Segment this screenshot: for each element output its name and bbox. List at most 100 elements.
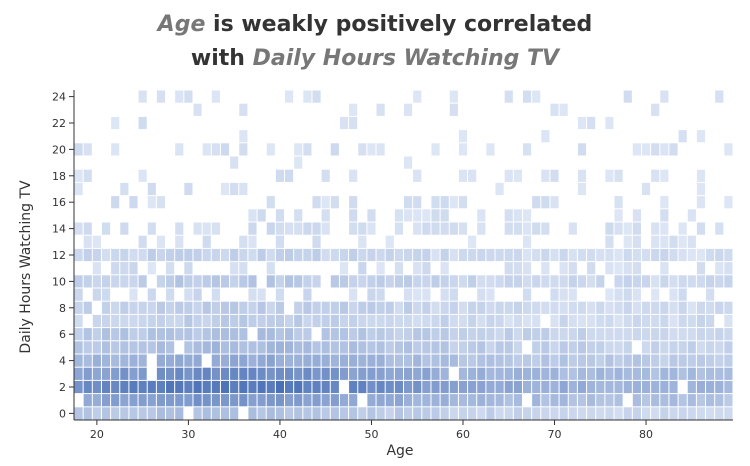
heatmap-cell <box>513 394 522 407</box>
heatmap-cell <box>577 169 587 182</box>
heatmap-cell <box>504 169 513 182</box>
heatmap-cell <box>321 380 330 394</box>
heatmap-cell <box>504 262 513 275</box>
heatmap-cell <box>202 301 211 314</box>
heatmap-cell <box>339 262 349 275</box>
heatmap-cell <box>74 248 83 262</box>
heatmap-cell <box>596 301 605 314</box>
heatmap-cell <box>275 328 285 341</box>
heatmap-cell <box>83 248 92 262</box>
heatmap-cell <box>614 288 623 301</box>
heatmap-cell <box>330 367 339 380</box>
heatmap-cell <box>101 341 111 354</box>
heatmap-cell <box>587 275 596 288</box>
heatmap-cell <box>422 275 431 288</box>
heatmap-cell <box>101 288 111 301</box>
heatmap-cell <box>660 328 669 341</box>
heatmap-cell <box>440 222 449 235</box>
heatmap-cell <box>385 314 394 328</box>
heatmap-cell <box>715 275 724 288</box>
heatmap-cell <box>147 394 156 407</box>
heatmap-cell <box>175 275 184 288</box>
heatmap-cell <box>193 314 202 328</box>
heatmap-cell <box>385 354 394 367</box>
heatmap-cell <box>275 288 285 301</box>
heatmap-cell <box>175 380 184 394</box>
x-tick-label: 20 <box>90 428 104 441</box>
heatmap-cell <box>175 328 184 341</box>
heatmap-cell <box>440 354 449 367</box>
heatmap-cell <box>468 314 477 328</box>
heatmap-cell <box>339 394 349 407</box>
heatmap-cell <box>724 196 733 209</box>
heatmap-cell <box>257 367 266 380</box>
heatmap-cell <box>577 367 587 380</box>
heatmap-cell <box>312 314 321 328</box>
heatmap-cell <box>669 314 678 328</box>
heatmap-cell <box>449 288 458 301</box>
heatmap-cell <box>468 275 477 288</box>
heatmap-cell <box>522 90 532 103</box>
heatmap-cell <box>559 248 568 262</box>
heatmap-cell <box>696 130 706 143</box>
heatmap-cell <box>532 328 541 341</box>
heatmap-cell <box>321 248 330 262</box>
heatmap-cell <box>312 341 321 354</box>
heatmap-cell <box>678 407 687 420</box>
heatmap-cell <box>156 407 166 420</box>
heatmap-cell <box>257 341 266 354</box>
heatmap-cell <box>404 341 413 354</box>
heatmap-cell <box>431 380 440 394</box>
heatmap-cell <box>413 354 422 367</box>
heatmap-cell <box>248 354 257 367</box>
heatmap-cell <box>294 301 303 314</box>
heatmap-cell <box>193 341 202 354</box>
heatmap-cell <box>449 394 458 407</box>
heatmap-cell <box>330 248 339 262</box>
heatmap-cell <box>513 248 522 262</box>
heatmap-cell <box>202 394 211 407</box>
heatmap-cell <box>413 394 422 407</box>
heatmap-cell <box>138 116 147 130</box>
heatmap-cell <box>669 394 678 407</box>
heatmap-cell <box>266 222 275 235</box>
heatmap-cell <box>632 262 641 275</box>
heatmap-cell <box>275 407 285 420</box>
heatmap-cell <box>440 328 449 341</box>
heatmap-cell <box>431 248 440 262</box>
heatmap-cell <box>587 394 596 407</box>
heatmap-cell <box>577 182 587 196</box>
heatmap-cell <box>513 341 522 354</box>
heatmap-cell <box>358 262 367 275</box>
chart-title: Age is weakly positively correlated with… <box>0 8 750 76</box>
heatmap-cell <box>651 301 660 314</box>
heatmap-cell <box>660 196 669 209</box>
heatmap-cell <box>275 209 285 222</box>
heatmap-cell <box>285 354 294 367</box>
heatmap-cell <box>385 301 394 314</box>
title-line-2: with Daily Hours Watching TV <box>0 42 750 76</box>
heatmap-cell <box>458 394 468 407</box>
heatmap-cell <box>449 275 458 288</box>
heatmap-cell <box>632 354 641 367</box>
heatmap-cell <box>669 328 678 341</box>
heatmap-cell <box>294 275 303 288</box>
heatmap-cell <box>641 248 651 262</box>
heatmap-cell <box>230 262 239 275</box>
heatmap-cell <box>394 341 403 354</box>
heatmap-cell <box>129 275 138 288</box>
heatmap-cell <box>376 407 385 420</box>
heatmap-cell <box>120 275 129 288</box>
heatmap-cell <box>285 169 294 182</box>
heatmap-cell <box>404 156 413 169</box>
heatmap-cell <box>376 288 385 301</box>
heatmap-cell <box>495 341 504 354</box>
heatmap-cell <box>706 394 715 407</box>
heatmap-cell <box>577 354 587 367</box>
heatmap-cell <box>669 143 678 156</box>
heatmap-cell <box>660 262 669 275</box>
heatmap-cell <box>431 354 440 367</box>
heatmap-cell <box>275 169 285 182</box>
heatmap-cell <box>220 314 230 328</box>
heatmap-cell <box>404 394 413 407</box>
